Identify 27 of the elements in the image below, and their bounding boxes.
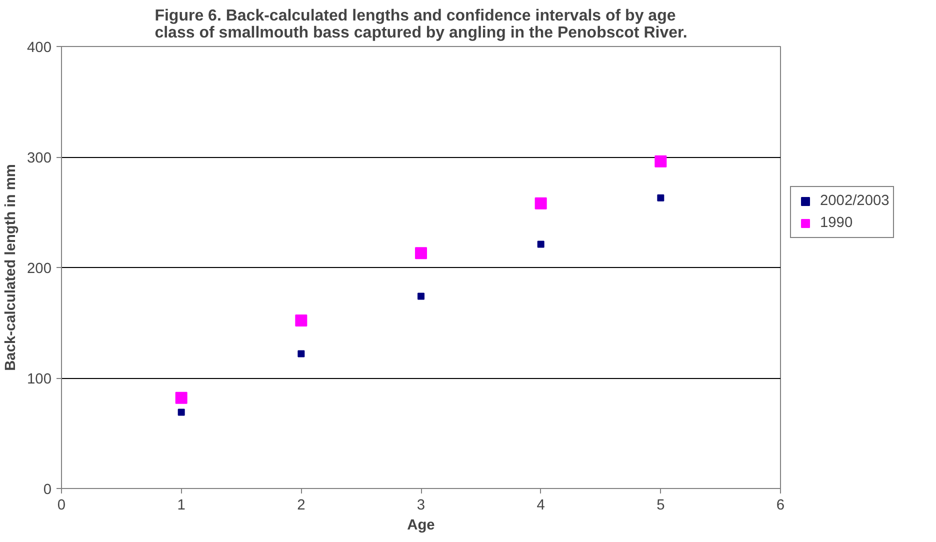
legend-label: 2002/2003 [820,193,890,209]
point [537,240,544,248]
x-tick-label: 3 [416,498,426,514]
x-tick-label: 1 [177,498,186,514]
point [175,392,188,404]
point [657,194,664,202]
y-tick-label: 300 [27,150,52,166]
point [534,197,547,210]
legend-label: 1990 [820,215,853,231]
y-axis-title: Back-calculated length in mm [3,164,20,371]
x-tick-label: 6 [776,498,785,514]
y-tick-label: 200 [27,261,52,277]
x-tick-label: 5 [656,498,665,514]
x-axis-title: Age [407,518,435,534]
y-tick-label: 100 [27,372,52,388]
x-tick-label: 2 [297,498,306,514]
point [298,350,305,358]
x-tick-label: 0 [57,498,66,514]
x-tick-label: 4 [536,498,545,514]
point [178,408,185,416]
y-tick-label: 0 [43,482,52,498]
point [654,155,667,168]
y-tick-label: 400 [27,40,52,56]
point [295,314,308,327]
chart-title: Figure 6. Back-calculated lengths and confidence intervals of by age class of smallmouth bass captured by angling in the Penobscot River. [154,8,688,42]
point [415,247,427,260]
point [418,292,424,300]
